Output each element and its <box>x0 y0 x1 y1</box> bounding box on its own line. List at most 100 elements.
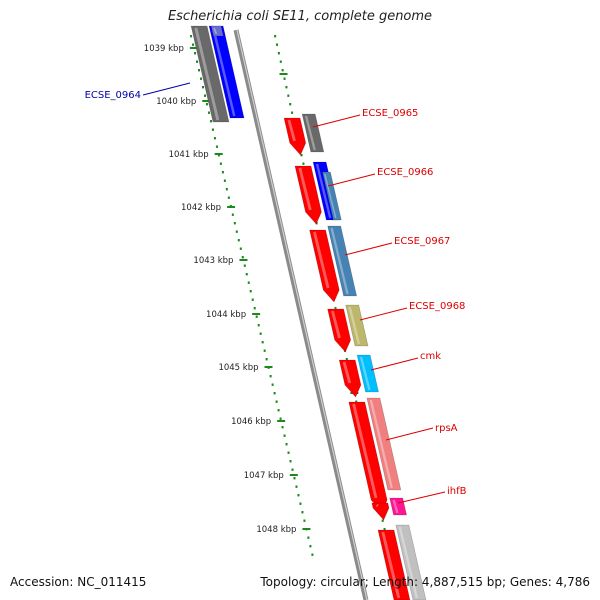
tick-dot <box>285 443 288 446</box>
gene-label: rpsA <box>435 423 458 434</box>
tick-dot <box>345 358 348 361</box>
tick-dot <box>299 502 302 505</box>
tick-dot <box>302 162 305 165</box>
tick-dot <box>237 239 240 242</box>
tick-dot <box>243 264 246 267</box>
tick-dot <box>307 536 310 539</box>
tick-dot <box>285 86 288 89</box>
next-gene-cds-arrow <box>377 529 411 600</box>
tick-dot <box>209 120 212 123</box>
rpsA-bar <box>366 397 402 491</box>
tick-dot <box>215 145 218 148</box>
label-leader-line <box>312 114 361 128</box>
tick-dot <box>291 111 294 114</box>
tick-dot <box>231 213 234 216</box>
tick-dot <box>283 77 286 80</box>
tick-dot <box>227 196 230 199</box>
label-leader-line <box>397 491 446 504</box>
ecse-0967-cds-arrow-shine <box>313 231 330 289</box>
tick-dot <box>275 43 278 46</box>
rpsA-cds-arrow-shine <box>352 403 378 499</box>
tick-dot <box>255 315 258 318</box>
gene-label: ECSE_0965 <box>362 108 418 119</box>
tick-label: 1045 kbp <box>218 363 258 373</box>
ecse-0968-cds-arrow-shine <box>331 310 341 339</box>
gene-label: cmk <box>420 351 441 362</box>
ecse-0966-bar-shine <box>315 163 332 219</box>
genome-backbone-highlight <box>236 29 368 600</box>
tick-dot <box>192 43 195 46</box>
tick-dot <box>219 162 222 165</box>
tick-dot <box>253 307 256 310</box>
ecse-0968-bar <box>345 304 369 347</box>
tick-dot <box>249 290 252 293</box>
tick-dot <box>283 434 286 437</box>
tick-dot <box>235 230 238 233</box>
tick-dot <box>297 494 300 497</box>
ecse-0968-bar-shine <box>348 306 361 345</box>
tick-dot <box>281 69 284 72</box>
tick-label: 1043 kbp <box>193 256 233 266</box>
tick-dot <box>190 35 193 38</box>
ecse-0964-grey-bar <box>190 25 230 123</box>
tick-label: 1047 kbp <box>244 471 284 481</box>
tick-dot <box>196 60 199 63</box>
tick-dot <box>355 400 358 403</box>
tick-dot <box>259 332 262 335</box>
tick-dot <box>213 137 216 140</box>
tick-dot <box>311 553 314 556</box>
label-leader-line <box>385 427 434 441</box>
tick-dot <box>289 103 292 106</box>
ecse-0967-bar-shine <box>330 227 349 295</box>
accession-text: Accession: NC_011415 <box>10 575 147 589</box>
ecse-0964-blue-bar-shine <box>212 27 236 117</box>
gene-label: ECSE_0968 <box>409 301 465 312</box>
genome-backbone <box>233 29 369 600</box>
tick-dot <box>225 188 228 191</box>
tick-dot <box>207 111 210 114</box>
tick-dot <box>275 400 278 403</box>
ihfB-bar-shine <box>392 499 399 514</box>
tick-dot <box>295 485 298 488</box>
tick-dot <box>287 94 290 97</box>
tick-dot <box>239 247 242 250</box>
ecse-0967-bar <box>327 225 358 297</box>
tick-dot <box>198 69 201 72</box>
ecse-0966-bar-2 <box>321 171 342 221</box>
gene-label: ECSE_0966 <box>377 167 433 178</box>
next-gene-cds-arrow-shine <box>381 531 401 599</box>
gene-features <box>190 25 427 600</box>
cmk-bar <box>356 354 379 393</box>
ihfB-cds-arrow-shine <box>375 503 379 508</box>
ihfB-cds-arrow <box>371 502 390 521</box>
tick-dot <box>261 341 264 344</box>
tick-dot <box>293 477 296 480</box>
tick-label: 1042 kbp <box>181 203 221 213</box>
tick-dot <box>265 358 268 361</box>
tick-dot <box>223 179 226 182</box>
tick-label: 1040 kbp <box>156 97 196 107</box>
ecse-0964-grey-bar-shine <box>194 27 220 121</box>
tick-label: 1041 kbp <box>169 150 209 160</box>
cmk-cds-arrow-shine <box>342 361 352 384</box>
cmk-cds-arrow <box>338 359 362 398</box>
tick-dot <box>273 392 276 395</box>
tick-dot <box>277 52 280 55</box>
tick-marks: 1039 kbp 1040 kbp 1041 kbp 1042 kbp 1043 kbp… <box>144 44 395 556</box>
cmk-bar-shine <box>359 356 371 391</box>
label-leader-line <box>142 82 191 96</box>
tick-dot <box>281 426 284 429</box>
tick-dot <box>334 307 337 310</box>
tick-dot <box>205 103 208 106</box>
gene-labels: ECSE_0964 ECSE_0965 ECSE_0966 ECSE_0967 ECSE… <box>85 82 467 504</box>
ecse-0967-cds-arrow <box>309 229 340 303</box>
rpsA-bar-shine <box>369 399 393 489</box>
label-leader-line <box>370 357 419 371</box>
ecse-0965-cds-arrow <box>283 117 307 156</box>
ecse-0966-bar-2-shine <box>324 173 337 219</box>
tick-dot <box>263 349 266 352</box>
tick-dot <box>257 324 260 327</box>
tick-dot <box>211 128 214 131</box>
ecse-0966-cds-arrow <box>294 165 322 225</box>
